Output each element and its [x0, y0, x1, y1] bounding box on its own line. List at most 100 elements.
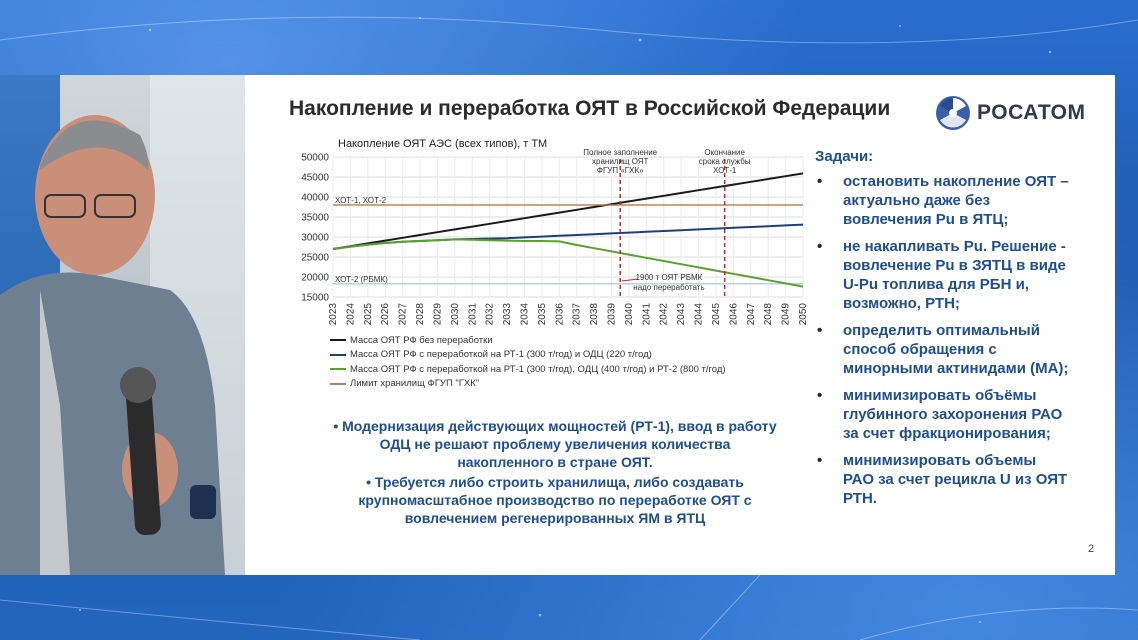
chart-title: Накопление ОЯТ АЭС (всех типов), т ТМ	[338, 138, 547, 150]
y-tick-label: 50000	[301, 153, 329, 164]
chart: Накопление ОЯТ АЭС (всех типов), т ТМ 150…	[301, 138, 809, 326]
task-text: определить оптимальный способ обращения с…	[843, 321, 1068, 378]
x-tick-label: 2027	[398, 303, 409, 326]
task-line: актуально даже без	[843, 192, 991, 209]
x-tick-label: 2041	[641, 303, 652, 326]
task-bullet: •	[817, 238, 823, 255]
legend-entry: Масса ОЯТ РФ без переработки	[330, 333, 830, 348]
x-tick-label: 2032	[485, 303, 496, 326]
x-tick-label: 2046	[728, 303, 739, 326]
task-item: • не накапливать Pu. Решение - вовлечение …	[815, 237, 1105, 313]
x-tick-label: 2026	[380, 303, 391, 326]
task-text: минимизировать объёмы глубинного захороне…	[843, 386, 1062, 443]
x-tick-label: 2048	[763, 303, 774, 326]
legend-label: Масса ОЯТ РФ с переработкой на РТ-1 (300…	[350, 349, 652, 361]
task-text: не накапливать Pu. Решение - вовлечение P…	[843, 237, 1066, 313]
task-line: за счет фракционирования;	[843, 425, 1051, 442]
rosatom-logo: РОСАТОМ	[935, 95, 1105, 131]
x-tick-label: 2045	[711, 303, 722, 326]
conclusion-line: крупномасштабное производство по перераб…	[358, 492, 752, 508]
y-tick-label: 35000	[301, 213, 329, 224]
y-tick-label: 45000	[301, 173, 329, 184]
x-tick-label: 2044	[694, 303, 705, 326]
task-bullet: •	[817, 452, 823, 469]
y-tick-label: 30000	[301, 233, 329, 244]
conclusions-block: • Модернизация действующих мощностей (РТ…	[295, 417, 815, 529]
task-text: остановить накопление ОЯТ – актуально даж…	[843, 172, 1069, 229]
chart-annotation: 1900 т ОЯТ РБМК	[636, 273, 703, 282]
task-item: • минимизировать объемы РАО за счет рецикл…	[815, 451, 1105, 508]
task-item: • минимизировать объёмы глубинного захорон…	[815, 386, 1105, 443]
legend-label: Масса ОЯТ РФ с переработкой на РТ-1 (300…	[350, 363, 726, 375]
x-tick-label: 2025	[363, 303, 374, 326]
x-tick-label: 2047	[746, 303, 757, 326]
conclusion-line: ОДЦ не решают проблему увеличения количе…	[379, 436, 731, 452]
task-line: РТН.	[843, 490, 877, 507]
marker-label: Окончание	[704, 148, 745, 157]
legend-label: Лимит хранилищ ФГУП "ГХК"	[350, 378, 480, 390]
y-tick-label: 40000	[301, 193, 329, 204]
presentation-slide: Накопление и переработка ОЯТ в Российско…	[245, 75, 1115, 575]
legend-swatch	[330, 339, 346, 342]
task-line: минорными актинидами (МА);	[843, 360, 1069, 377]
task-line: вовлечения Pu в ЯТЦ;	[843, 211, 1009, 228]
x-tick-label: 2039	[607, 303, 618, 326]
legend-label: Масса ОЯТ РФ без переработки	[350, 334, 493, 346]
conclusion-line: • Требуется либо строить хранилища, либо…	[366, 474, 744, 490]
chart-annotation: надо переработать	[633, 283, 704, 292]
x-tick-label: 2038	[589, 303, 600, 326]
task-line: минимизировать объёмы	[843, 387, 1037, 404]
marker-label: Полное заполнение	[583, 148, 657, 157]
conclusion-line: накопленного в стране ОЯТ.	[457, 454, 653, 470]
marker-label: ФГУП «ГХК»	[597, 166, 644, 175]
x-tick-label: 2024	[345, 303, 356, 326]
x-tick-label: 2023	[328, 303, 339, 326]
x-tick-label: 2042	[659, 303, 670, 326]
x-tick-label: 2035	[537, 303, 548, 326]
task-line: остановить накопление ОЯТ –	[843, 173, 1069, 190]
x-tick-label: 2040	[624, 303, 635, 326]
legend-entry: Масса ОЯТ РФ с переработкой на РТ-1 (300…	[330, 362, 830, 377]
conclusion-item: • Требуется либо строить хранилища, либо…	[295, 473, 815, 527]
task-text: минимизировать объемы РАО за счет рецикла…	[843, 451, 1067, 508]
legend-swatch	[330, 368, 346, 371]
task-line: РАО за счет рецикла U из ОЯТ	[843, 471, 1068, 488]
speaker-video	[0, 75, 245, 575]
rosatom-emblem-icon	[936, 96, 970, 130]
task-line: возможно, РТН;	[843, 295, 960, 312]
series-line	[332, 238, 804, 288]
slide-title: Накопление и переработка ОЯТ в Российско…	[289, 97, 891, 120]
task-line: U-Pu топлива для РБН и,	[843, 276, 1029, 293]
task-bullet: •	[817, 322, 823, 339]
reference-line-label: ХОТ-2 (РБМК)	[335, 275, 388, 284]
y-tick-label: 15000	[301, 293, 329, 304]
tasks-list: • остановить накопление ОЯТ – актуально да…	[815, 172, 1105, 508]
task-line: вовлечение Pu в ЗЯТЦ в виде	[843, 257, 1066, 274]
legend-swatch	[330, 353, 346, 356]
reference-line-label: ХОТ-1, ХОТ-2	[335, 196, 387, 205]
task-line: не накапливать Pu. Решение -	[843, 238, 1066, 255]
task-bullet: •	[817, 173, 823, 190]
legend-entry: Лимит хранилищ ФГУП "ГХК"	[330, 377, 830, 392]
logo-text: РОСАТОМ	[977, 101, 1086, 124]
x-tick-label: 2043	[676, 303, 687, 326]
task-item: • определить оптимальный способ обращения …	[815, 321, 1105, 378]
x-tick-label: 2050	[798, 303, 809, 326]
x-tick-label: 2036	[554, 303, 565, 326]
marker-label: срока службы	[699, 157, 751, 166]
task-line: определить оптимальный	[843, 322, 1040, 339]
conclusion-line: вовлечением регенерированных ЯМ в ЯТЦ	[404, 510, 706, 526]
task-bullet: •	[817, 387, 823, 404]
chart-legend: Масса ОЯТ РФ без переработки Масса ОЯТ РФ…	[330, 333, 830, 391]
x-tick-label: 2034	[519, 303, 530, 326]
legend-swatch	[330, 382, 346, 385]
task-line: глубинного захоронения РАО	[843, 406, 1063, 423]
x-tick-label: 2049	[781, 303, 792, 326]
y-tick-label: 25000	[301, 253, 329, 264]
task-line: способ обращения с	[843, 341, 997, 358]
legend-entry: Масса ОЯТ РФ с переработкой на РТ-1 (300…	[330, 348, 830, 363]
series-line	[332, 172, 804, 250]
y-tick-label: 20000	[301, 273, 329, 284]
x-tick-label: 2028	[415, 303, 426, 326]
page-number: 2	[1088, 543, 1095, 555]
